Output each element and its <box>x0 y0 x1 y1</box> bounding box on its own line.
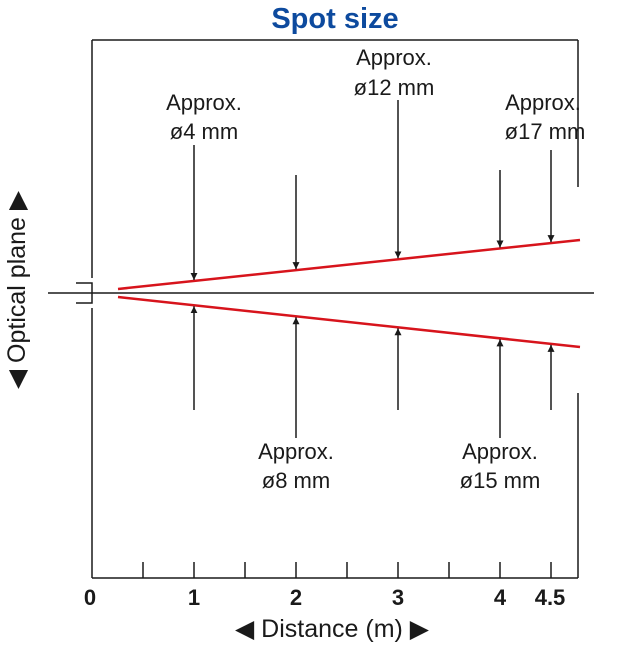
spot-label-line1: Approx. <box>356 45 432 70</box>
spot-label-line1: Approx. <box>258 439 334 464</box>
diagram-title: Spot size <box>271 3 398 35</box>
x-tick-label: 4 <box>494 585 507 610</box>
spot-label-1m: Approx. ø4 mm <box>166 90 242 144</box>
x-axis-label: ◀ Distance (m) ▶ <box>235 615 430 643</box>
beam-upper-edge <box>117 238 581 291</box>
x-tick-label: 2 <box>290 585 302 610</box>
spot-label-line1: Approx. <box>462 439 538 464</box>
x-tick-label: 3 <box>392 585 404 610</box>
spot-label-line1: Approx. <box>166 90 242 115</box>
spot-label-4-5m: Approx. ø17 mm <box>505 90 586 144</box>
spot-label-line1: Approx. <box>505 90 581 115</box>
spot-label-2m: Approx. ø8 mm <box>258 439 334 493</box>
spot-label-4m: Approx. ø15 mm <box>460 439 541 493</box>
spot-label-line2: ø8 mm <box>262 468 330 493</box>
spot-measurement-arrows <box>190 100 555 438</box>
x-axis-minor-ticks <box>142 562 552 578</box>
diagram-frame <box>91 39 579 579</box>
beam-lower-edge <box>117 295 581 349</box>
spot-label-3m: Approx. ø12 mm <box>354 45 435 100</box>
spot-label-line2: ø4 mm <box>170 119 238 144</box>
x-tick-label: 0 <box>84 585 96 610</box>
spot-label-line2: ø15 mm <box>460 468 541 493</box>
y-axis-label: ◀ Optical plane ▶ <box>3 190 31 389</box>
x-tick-label: 1 <box>188 585 200 610</box>
spot-label-line2: ø12 mm <box>354 75 435 100</box>
x-tick-label: 4.5 <box>535 585 566 610</box>
spot-label-line2: ø17 mm <box>505 119 586 144</box>
